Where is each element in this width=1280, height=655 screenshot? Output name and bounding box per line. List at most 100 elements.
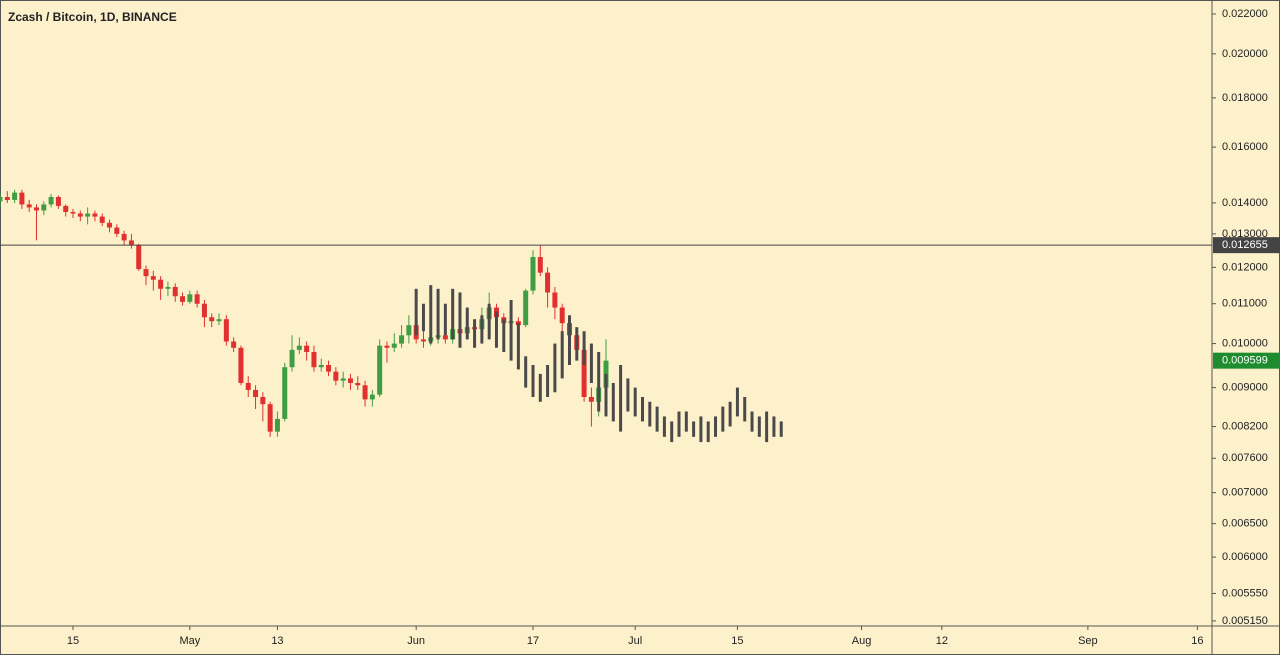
x-tick-label: May [179,635,200,647]
candle-body [369,394,375,400]
candle-body [326,365,332,372]
candle-body [318,365,324,368]
candle-body [158,279,164,289]
y-tick-label: 0.016000 [1222,141,1268,153]
candle-body [85,213,91,217]
y-tick-label: 0.022000 [1222,8,1268,20]
candle-body [26,204,32,208]
y-tick-label: 0.011000 [1222,298,1267,310]
candle-body [136,245,142,270]
candle-body [274,418,280,432]
x-tick-label: 16 [1191,635,1203,647]
candle-body [99,216,105,223]
hline-label-bg [1213,237,1280,254]
y-tick-label: 0.006000 [1222,551,1268,563]
hline-label: 0.012655 [1222,239,1268,251]
candle-body [238,347,244,383]
candle-body [311,352,317,368]
candle-body [4,196,10,200]
candle-body [420,339,426,342]
candle-body [41,204,47,211]
candle-body [552,292,558,308]
candle-body [304,345,310,353]
candle-body [347,378,353,383]
candle-body [34,207,40,211]
candle-body [0,196,3,202]
candle-body [12,192,18,200]
candle-body [143,269,149,277]
y-tick-label: 0.009000 [1222,382,1268,394]
candle-body [107,222,113,228]
candle-body [406,325,412,336]
candle-body [581,349,587,397]
candle-body [216,319,222,322]
last-price-label: 0.009599 [1222,355,1268,367]
candle-body [377,345,383,395]
candle-body [245,382,251,390]
candle-body [384,345,390,348]
y-tick-label: 0.005150 [1222,615,1268,627]
candle-body [150,276,156,280]
last-price-bg [1213,352,1280,369]
candle-body [282,367,288,419]
y-tick-label: 0.014000 [1222,197,1268,209]
y-tick-label: 0.007000 [1222,487,1268,499]
y-tick-label: 0.020000 [1222,48,1268,60]
candle-body [442,335,448,340]
x-tick-label: 13 [271,635,283,647]
y-tick-label: 0.018000 [1222,92,1268,104]
candle-body [19,192,25,205]
candle-body [289,349,295,368]
candle-body [209,317,215,322]
candle-body [48,196,54,205]
x-tick-label: Jul [628,635,642,647]
candle-body [296,345,302,350]
candle-body [340,378,346,381]
candle-body [530,257,536,291]
candle-body [165,286,171,289]
candle-body [523,290,529,326]
x-tick-label: 17 [527,635,539,647]
y-tick-label: 0.013000 [1222,228,1268,240]
candle-body [55,196,61,206]
candle-body [260,396,266,405]
candle-body [391,343,397,348]
candle-body [187,294,193,302]
candle-body [70,211,76,214]
y-tick-label: 0.005550 [1222,587,1268,599]
candle-body [333,371,339,381]
candle-body [559,307,565,324]
y-tick-label: 0.010000 [1222,337,1268,349]
y-tick-label: 0.008200 [1222,420,1268,432]
candle-body [223,319,229,342]
candle-body [267,404,273,432]
x-tick-label: 15 [67,635,79,647]
x-tick-label: 15 [731,635,743,647]
candle-body [362,385,368,400]
chart-title: Zcash / Bitcoin, 1D, BINANCE [8,10,177,24]
candle-body [114,227,120,234]
candle-body [121,233,127,241]
candle-body [172,286,178,297]
y-tick-label: 0.006500 [1222,518,1268,530]
candle-body [180,296,186,302]
candle-body [63,205,69,212]
candle-body [399,335,405,344]
x-tick-label: Aug [852,635,872,647]
candle-body [231,341,237,348]
candle-body [537,257,543,273]
candle-body [253,389,259,397]
candle-body [355,382,361,386]
candle-body [545,272,551,293]
x-tick-label: 12 [936,635,948,647]
candle-body [77,213,83,217]
candle-body [128,240,134,246]
candle-body [92,213,98,217]
y-tick-label: 0.012000 [1222,261,1268,273]
y-tick-label: 0.007600 [1222,452,1268,464]
candle-body [588,396,594,402]
candle-body [194,294,200,304]
